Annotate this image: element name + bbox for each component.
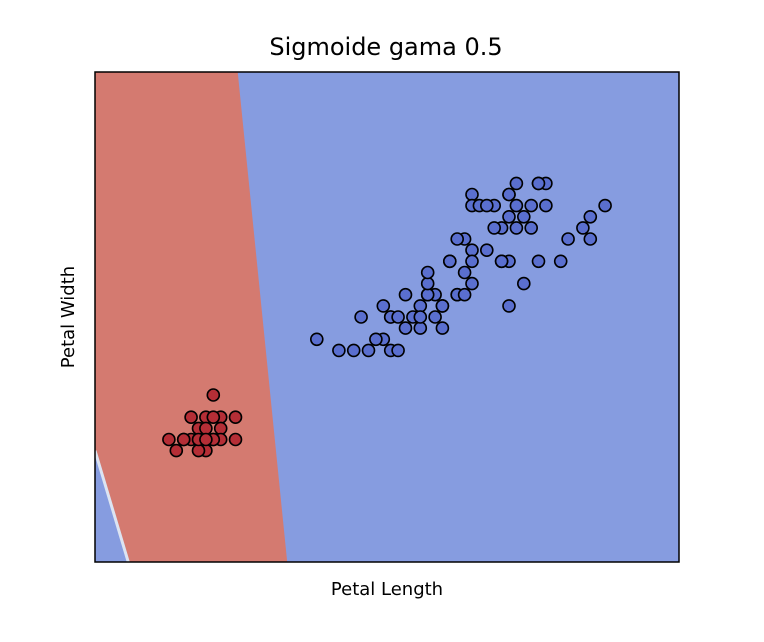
data-point-class-1 <box>369 332 383 347</box>
data-point-class-1 <box>361 343 376 358</box>
data-point-class-1 <box>509 176 524 191</box>
plot-frame <box>94 71 680 563</box>
data-point-class-0 <box>191 443 206 458</box>
data-point-class-1 <box>428 310 442 324</box>
data-point-class-1 <box>465 243 479 257</box>
data-point-class-1 <box>553 254 568 269</box>
data-point-class-1 <box>398 321 413 335</box>
data-point-class-1 <box>487 221 502 235</box>
data-point-class-0 <box>176 432 191 447</box>
chart-title: Sigmoide gama 0.5 <box>269 33 502 61</box>
data-point-class-1 <box>479 243 494 257</box>
data-point-class-1 <box>435 321 450 335</box>
data-point-class-0 <box>228 410 243 425</box>
data-point-class-1 <box>502 210 516 224</box>
data-point-class-1 <box>598 198 612 213</box>
data-point-class-0 <box>162 432 176 447</box>
decision-boundary-sliver <box>95 450 130 562</box>
data-point-class-1 <box>420 265 435 280</box>
data-point-class-1 <box>465 254 479 269</box>
data-point-class-1 <box>332 343 346 358</box>
data-point-class-1 <box>420 287 435 302</box>
data-point-class-0 <box>228 432 243 447</box>
x-axis-label: Petal Length <box>331 579 443 600</box>
data-point-class-1 <box>583 232 598 246</box>
data-points <box>162 176 612 458</box>
data-point-class-1 <box>398 287 413 302</box>
data-point-class-1 <box>354 310 368 324</box>
data-point-class-1 <box>576 221 590 235</box>
data-point-class-1 <box>376 299 391 313</box>
data-point-class-1 <box>509 198 524 213</box>
data-point-class-0 <box>213 421 228 436</box>
data-point-class-1 <box>509 221 524 235</box>
data-point-class-1 <box>457 287 472 302</box>
data-point-class-1 <box>309 332 324 347</box>
data-point-class-1 <box>450 232 465 246</box>
data-point-class-0 <box>206 410 221 425</box>
data-point-class-1 <box>413 310 428 324</box>
data-point-class-1 <box>516 210 531 224</box>
data-point-class-1 <box>516 276 531 291</box>
data-point-class-1 <box>531 254 546 269</box>
data-point-class-1 <box>346 343 361 358</box>
data-point-class-1 <box>457 265 472 280</box>
y-axis-label: Petal Width <box>58 266 79 368</box>
data-point-class-1 <box>442 254 457 269</box>
data-point-class-1 <box>524 221 539 235</box>
data-point-class-1 <box>583 210 598 224</box>
data-point-class-1 <box>479 198 494 213</box>
data-point-class-1 <box>502 187 516 202</box>
data-point-class-0 <box>169 443 184 458</box>
data-point-class-0 <box>199 432 213 447</box>
data-point-class-1 <box>561 232 575 246</box>
data-point-class-1 <box>420 276 435 291</box>
data-point-class-1 <box>465 276 479 291</box>
data-point-class-1 <box>391 343 405 358</box>
data-point-class-1 <box>494 254 509 269</box>
data-point-class-0 <box>199 421 213 436</box>
data-point-class-1 <box>524 198 539 213</box>
data-point-class-1 <box>465 187 479 202</box>
data-point-class-1 <box>539 198 553 213</box>
data-point-class-1 <box>435 299 450 313</box>
data-point-class-1 <box>413 299 428 313</box>
data-point-class-1 <box>413 321 428 335</box>
data-point-class-0 <box>206 388 221 402</box>
data-point-class-0 <box>184 410 198 425</box>
data-point-class-1 <box>502 299 516 313</box>
data-point-class-1 <box>391 310 405 324</box>
data-point-class-1 <box>531 176 546 191</box>
